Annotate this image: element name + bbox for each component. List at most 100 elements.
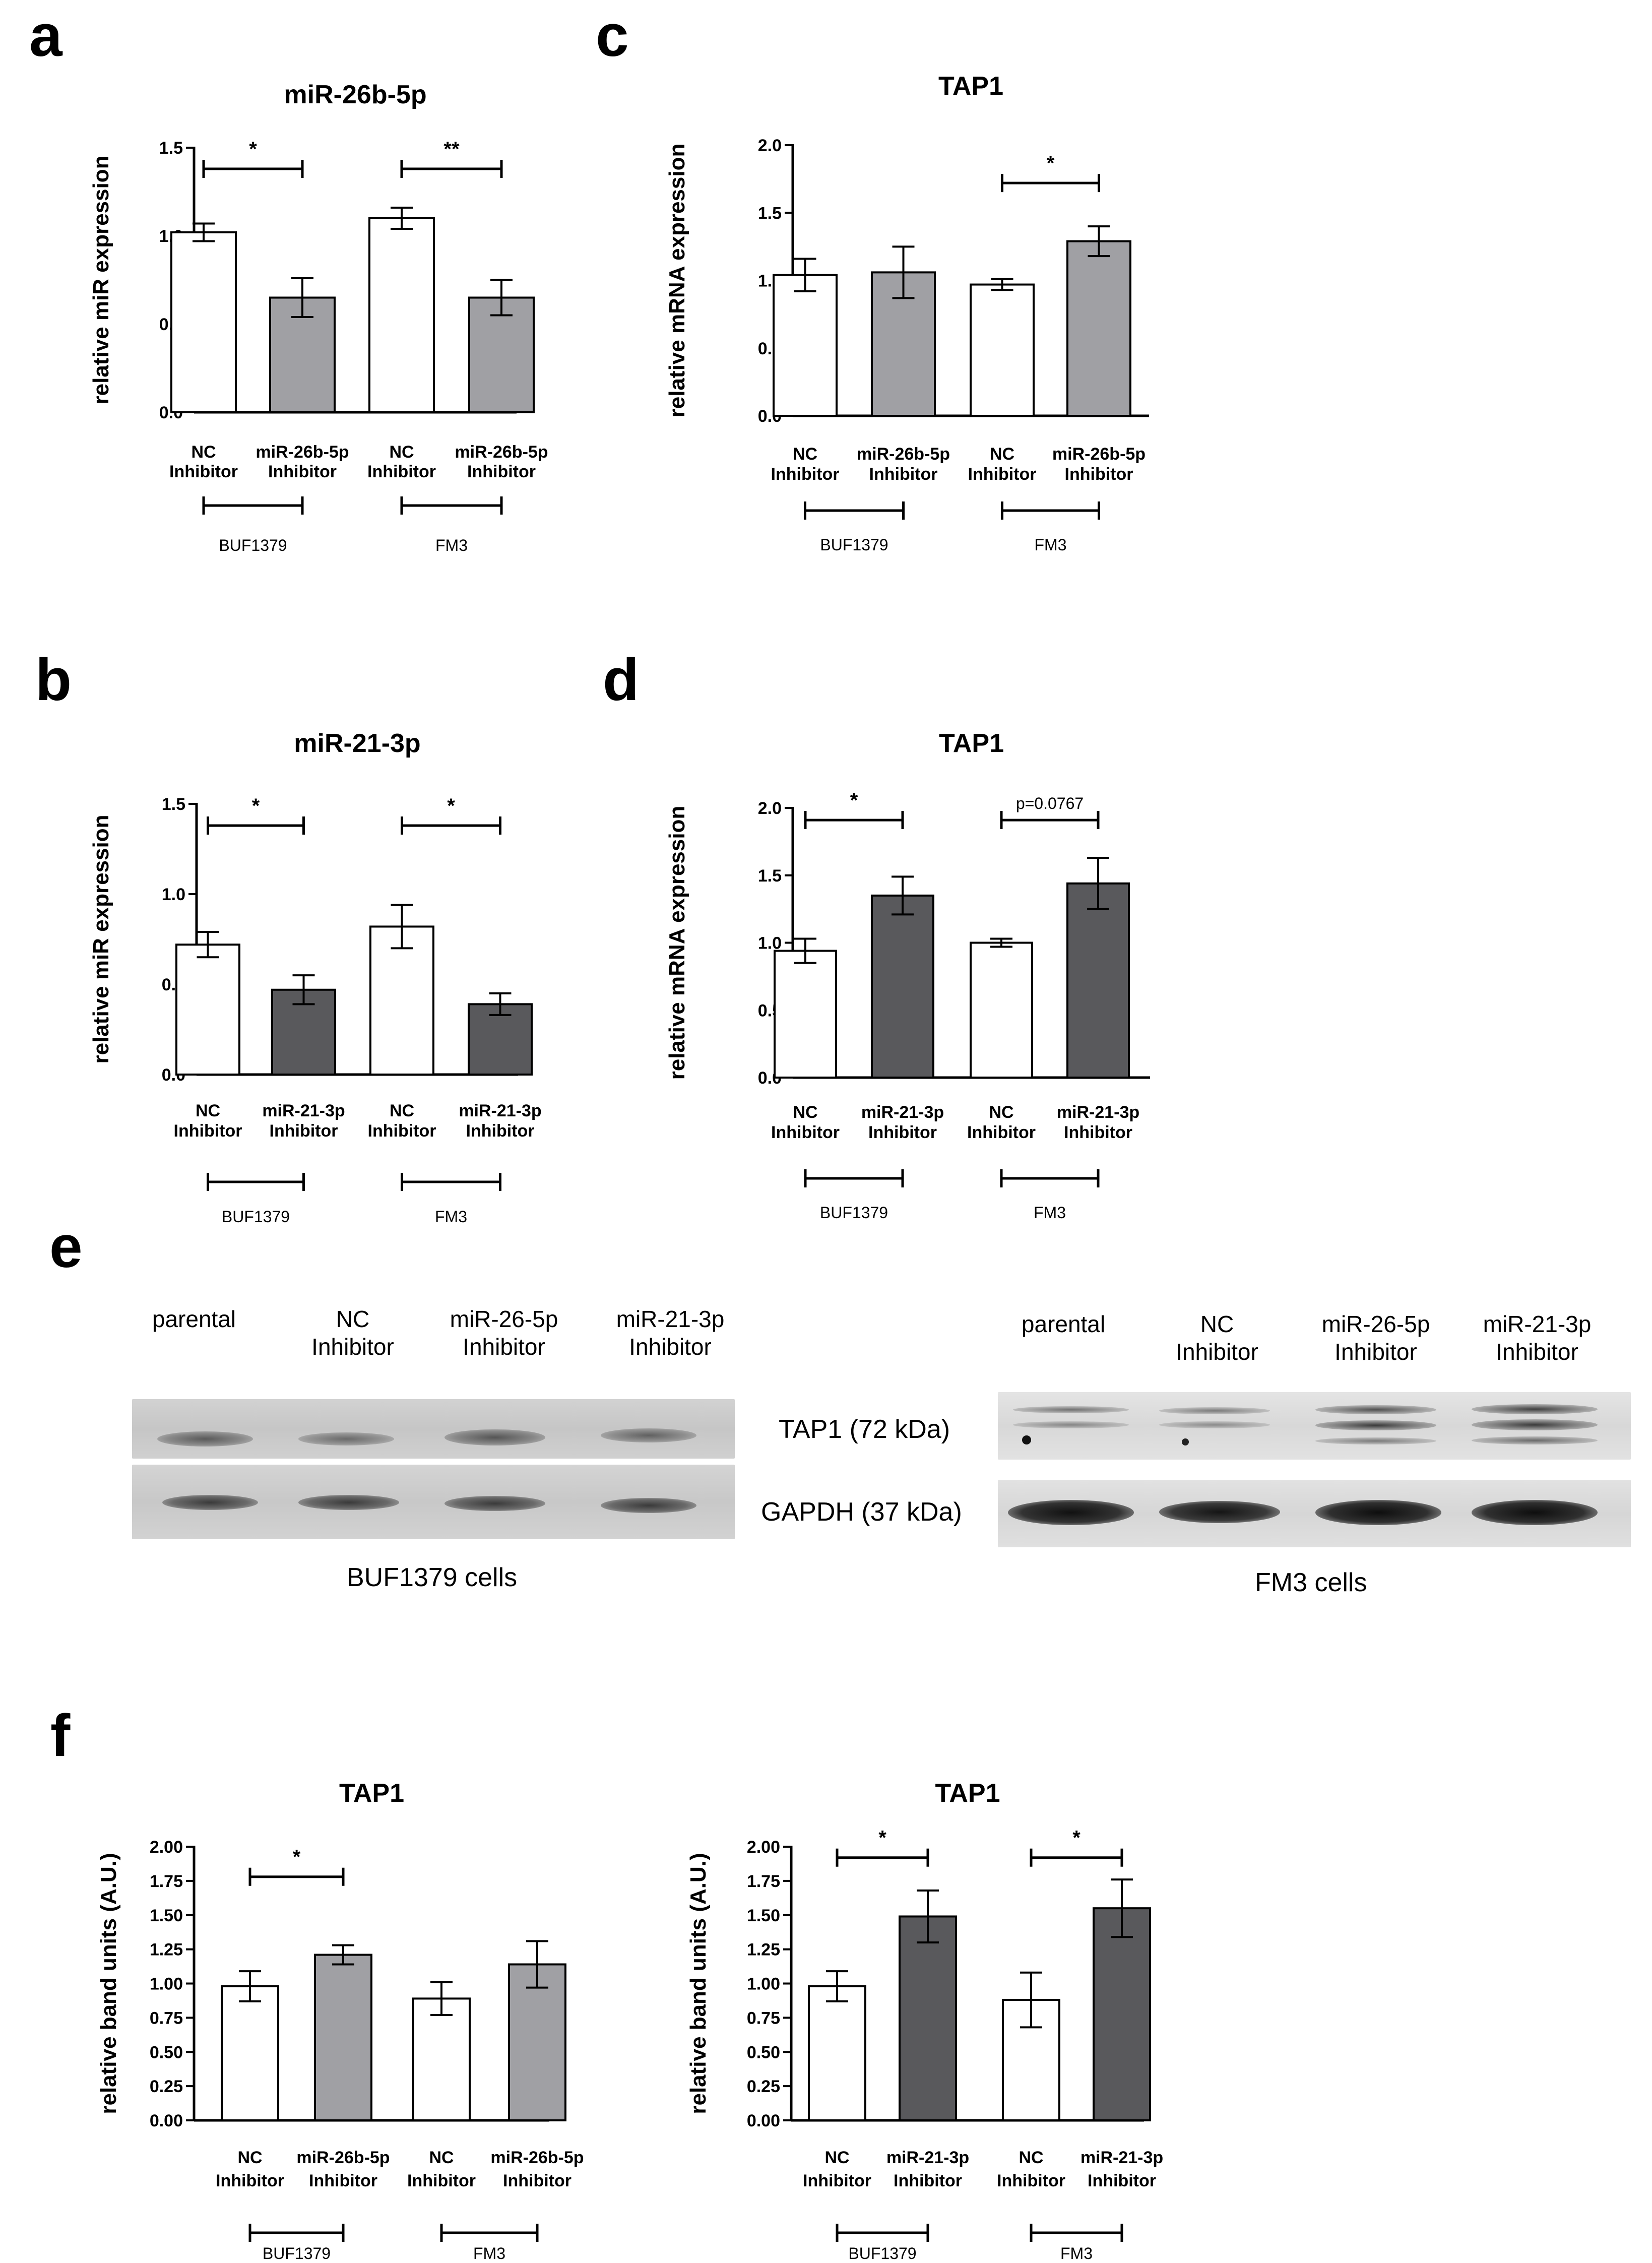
bar (1066, 240, 1131, 417)
blot-left-lane-4-line1: miR-21-3p (616, 1306, 725, 1332)
group-label: BUF1379 (820, 1204, 888, 1222)
y-tick-label: 0.00 (747, 2111, 780, 2130)
x-category-label: miR-21-3p (459, 1101, 541, 1120)
blot-band (601, 1428, 696, 1442)
group-label: BUF1379 (848, 2244, 916, 2262)
x-category-label: miR-26b-5p (857, 445, 950, 464)
panel-letter-b: b (35, 647, 72, 713)
x-category-label: NC (793, 445, 817, 464)
panel-letter-c: c (596, 3, 629, 69)
y-tick-label: 0.00 (150, 2111, 183, 2130)
chart-f-tap1-band-left: TAP1 relative band units (A.U.) 0.00 0.25 0.… (96, 1779, 584, 2262)
blot-band (1159, 1421, 1270, 1428)
x-category-label: Inhibitor (771, 465, 840, 484)
blot-left-lane-1: parental (123, 1305, 265, 1333)
x-category-label: Inhibitor (216, 2171, 284, 2190)
bar (170, 231, 237, 413)
blot-band (1013, 1421, 1129, 1428)
y-tick-label: 1.5 (159, 139, 183, 158)
group-label: FM3 (435, 1208, 467, 1226)
blot-left-lane-2-line2: Inhibitor (311, 1334, 394, 1360)
group-label: FM3 (473, 2244, 505, 2262)
group-label: FM3 (1034, 1204, 1066, 1222)
blot-band (298, 1495, 399, 1510)
significance-label: * (252, 795, 260, 817)
blot-band (1315, 1500, 1441, 1525)
x-category-label: NC (429, 2148, 454, 2167)
blot-right-gapdh-strip (998, 1480, 1631, 1547)
y-tick-label: 1.50 (747, 1906, 780, 1925)
blot-right-tap1-strip (998, 1392, 1631, 1460)
bar (1066, 882, 1130, 1079)
bar (368, 217, 435, 413)
y-tick-label: 2.00 (150, 1838, 183, 1857)
y-tick-label: 2.0 (758, 799, 782, 818)
blot-left-lane-3: miR-26-5p Inhibitor (433, 1305, 575, 1361)
x-category-label: Inhibitor (309, 2171, 377, 2190)
bar (773, 274, 838, 417)
blot-band (1472, 1500, 1598, 1525)
blot-band (1472, 1404, 1598, 1414)
chart-title: TAP1 (339, 1779, 404, 1808)
blot-band (1315, 1420, 1436, 1430)
x-category-label: Inhibitor (367, 462, 436, 481)
blot-band (444, 1429, 545, 1445)
y-tick-label: 1.75 (150, 1872, 183, 1891)
group-label: BUF1379 (219, 536, 287, 554)
y-axis-label: relative mRNA expression (665, 144, 689, 418)
blot-left-lane-3-line1: miR-26-5p (450, 1306, 558, 1332)
blot-band (1472, 1419, 1598, 1430)
blot-left-lane-2-line1: NC (336, 1306, 370, 1332)
y-tick-label: 1.25 (747, 1940, 780, 1960)
blot-band (162, 1495, 258, 1510)
x-category-label: Inhibitor (169, 462, 238, 481)
blot-speck (1182, 1438, 1189, 1445)
x-category-label: Inhibitor (466, 1121, 535, 1141)
bar (175, 944, 240, 1076)
x-category-label: NC (793, 1103, 817, 1122)
x-category-label: miR-21-3p (1057, 1103, 1139, 1122)
blot-right-lane-2-line2: Inhibitor (1176, 1339, 1258, 1365)
group-label: FM3 (435, 536, 468, 554)
x-category-label: Inhibitor (968, 465, 1037, 484)
x-category-label: NC (196, 1101, 220, 1120)
blot-left-tap1-strip (132, 1399, 735, 1459)
y-tick-label: 0.75 (747, 2008, 780, 2028)
panel-letter-e: e (49, 1214, 83, 1280)
group-label: BUF1379 (820, 536, 888, 554)
bar (221, 1985, 279, 2121)
x-category-label: NC (824, 2148, 849, 2167)
y-tick-label: 2.0 (758, 136, 782, 155)
group-label: BUF1379 (222, 1208, 290, 1226)
x-category-label: Inhibitor (467, 462, 536, 481)
y-tick-label: 1.75 (747, 1872, 780, 1891)
blot-right-lane-4-line1: miR-21-3p (1483, 1311, 1592, 1337)
bar (871, 894, 934, 1079)
blot-speck (1022, 1435, 1031, 1444)
chart-title: TAP1 (939, 729, 1004, 758)
x-category-label: miR-26b-5p (296, 2148, 390, 2167)
blot-left-caption: BUF1379 cells (347, 1563, 518, 1592)
blot-band (1013, 1406, 1129, 1413)
significance-label: p=0.0767 (1016, 794, 1084, 812)
x-category-label: Inhibitor (868, 1123, 937, 1142)
x-category-label: miR-21-3p (1081, 2148, 1163, 2167)
y-axis-label: relative mRNA expression (665, 806, 689, 1080)
y-tick-label: 0.25 (747, 2077, 780, 2096)
y-axis-label: relative band units (A.U.) (686, 1853, 711, 2114)
y-tick-label: 0.25 (150, 2077, 183, 2096)
significance-label: * (1072, 1827, 1081, 1849)
x-category-label: miR-21-3p (861, 1103, 944, 1122)
blot-left-lane-2: NC Inhibitor (282, 1305, 423, 1361)
bar (369, 925, 434, 1076)
blot-right-lane-4-line2: Inhibitor (1496, 1339, 1578, 1365)
blot-band (1008, 1500, 1134, 1525)
group-label: FM3 (1035, 536, 1067, 554)
blot-band (1472, 1436, 1598, 1444)
x-category-label: Inhibitor (771, 1123, 840, 1142)
blot-left-lane-1-line1: parental (152, 1306, 236, 1332)
y-tick-label: 1.0 (758, 934, 782, 953)
x-category-label: miR-26b-5p (1052, 445, 1146, 464)
